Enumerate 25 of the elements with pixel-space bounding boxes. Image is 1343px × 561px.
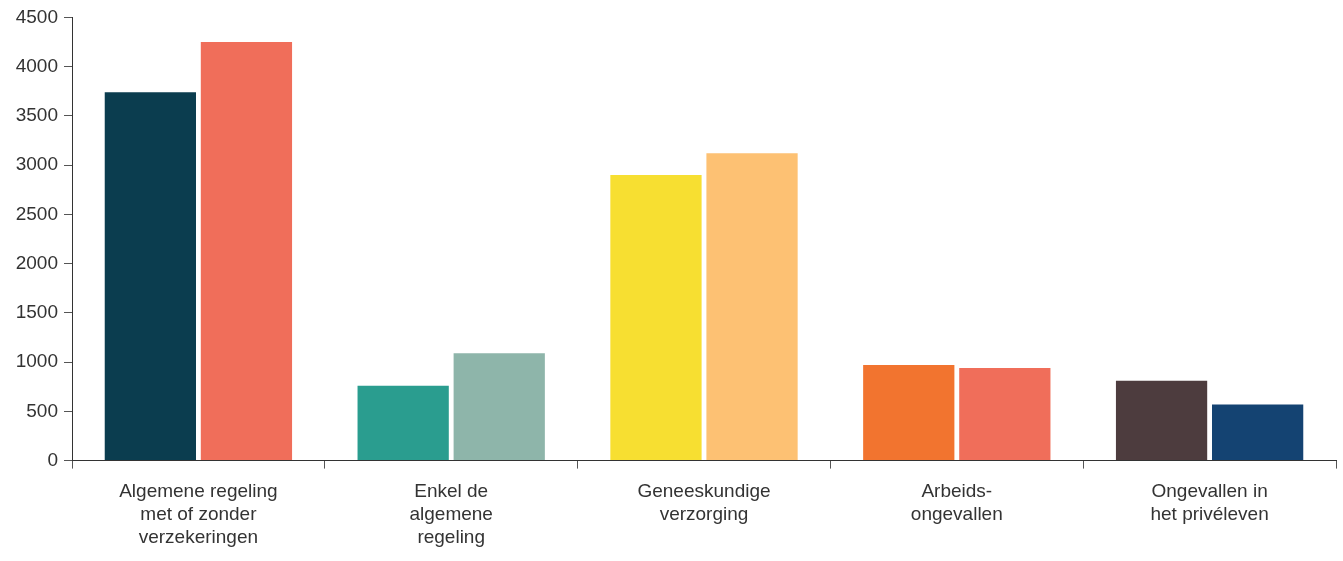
x-tick-label: Algemene regeling met of zonder verzekeringen	[119, 480, 278, 547]
bar	[863, 365, 955, 461]
bar	[959, 368, 1051, 461]
bar	[706, 153, 798, 461]
bar	[200, 42, 293, 461]
x-tick-label: Ongevallen in het privéleven	[1150, 480, 1269, 525]
y-tick-label: 2500	[15, 202, 58, 224]
x-tick-label: Geneeskundige verzorging	[637, 480, 771, 525]
bar	[453, 353, 545, 461]
x-tick-label: Enkel de algemene regeling	[409, 480, 493, 547]
y-tick-label: 4500	[15, 5, 58, 27]
y-tick-label: 1500	[15, 301, 58, 323]
x-tick-label: Arbeids- ongevallen	[910, 480, 1003, 525]
bar	[357, 385, 449, 461]
y-tick-label: 2000	[15, 251, 58, 273]
y-tick-label: 1000	[15, 350, 58, 372]
y-tick-label: 0	[47, 448, 58, 470]
y-tick-label: 3500	[15, 104, 58, 126]
y-tick-label: 500	[26, 399, 58, 421]
bar	[1115, 380, 1208, 461]
bar	[1212, 404, 1304, 461]
bar	[104, 92, 196, 461]
y-tick-label: 3000	[15, 153, 58, 175]
y-tick-label: 4000	[15, 54, 58, 76]
bar	[610, 174, 702, 461]
